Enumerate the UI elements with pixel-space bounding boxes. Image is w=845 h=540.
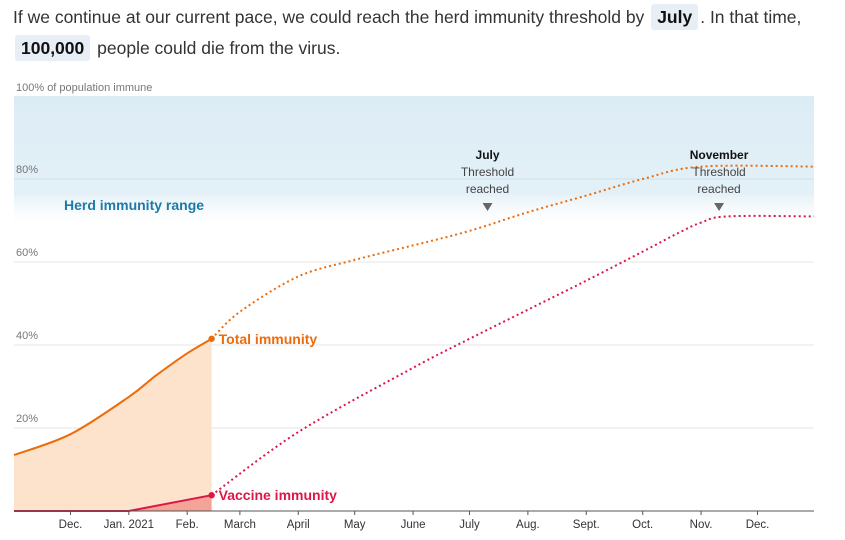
y-tick-label: 60% xyxy=(16,247,38,259)
x-tick-label: Oct. xyxy=(632,519,653,531)
x-tick-label: Aug. xyxy=(516,519,540,531)
intro-text-1: If we continue at our current pace, we c… xyxy=(13,7,645,27)
y-tick-label: 80% xyxy=(16,164,38,176)
threshold-marker-icon xyxy=(482,203,493,211)
threshold-month: November xyxy=(690,148,749,162)
threshold-text: Threshold xyxy=(692,165,745,179)
x-tick-label: Nov. xyxy=(690,519,713,531)
y-tick-label: 40% xyxy=(16,330,38,342)
x-tick-label: May xyxy=(344,519,366,531)
x-tick-label: July xyxy=(459,519,480,531)
deaths-highlight: 100,000 xyxy=(15,35,91,61)
y-tick-label: 20% xyxy=(16,413,38,425)
threshold-text: reached xyxy=(697,182,740,196)
x-tick-label: March xyxy=(224,519,256,531)
intro-paragraph: If we continue at our current pace, we c… xyxy=(13,2,833,64)
x-tick-label: April xyxy=(287,519,310,531)
x-tick-label: Jan. 2021 xyxy=(104,519,155,531)
vaccine-immunity-projection xyxy=(211,214,815,497)
x-tick-label: Dec. xyxy=(59,519,83,531)
month-highlight: July xyxy=(651,4,699,30)
threshold-text: Threshold xyxy=(461,165,514,179)
threshold-month: July xyxy=(476,148,500,162)
x-tick-label: Sept. xyxy=(573,519,600,531)
intro-text-2: . In that time, xyxy=(700,7,802,27)
total-immunity-projection xyxy=(210,164,815,340)
x-tick-label: Dec. xyxy=(746,519,770,531)
vaccine-immunity-dot xyxy=(208,492,215,499)
threshold-text: reached xyxy=(466,182,509,196)
threshold-marker-icon xyxy=(714,203,725,211)
total-immunity-dot xyxy=(208,335,215,342)
vaccine-immunity-area xyxy=(14,495,212,511)
y-axis-top-label: 100% of population immune xyxy=(16,82,152,94)
vaccine-immunity-label: Vaccine immunity xyxy=(219,487,337,503)
total-immunity-label: Total immunity xyxy=(219,331,318,347)
herd-immunity-label: Herd immunity range xyxy=(64,197,204,213)
intro-text-3: people could die from the virus. xyxy=(97,38,341,58)
total-immunity-area xyxy=(14,338,212,511)
total-immunity-line xyxy=(13,337,213,456)
herd-immunity-band xyxy=(14,96,814,231)
x-tick-label: June xyxy=(401,519,426,531)
x-tick-label: Feb. xyxy=(176,519,199,531)
